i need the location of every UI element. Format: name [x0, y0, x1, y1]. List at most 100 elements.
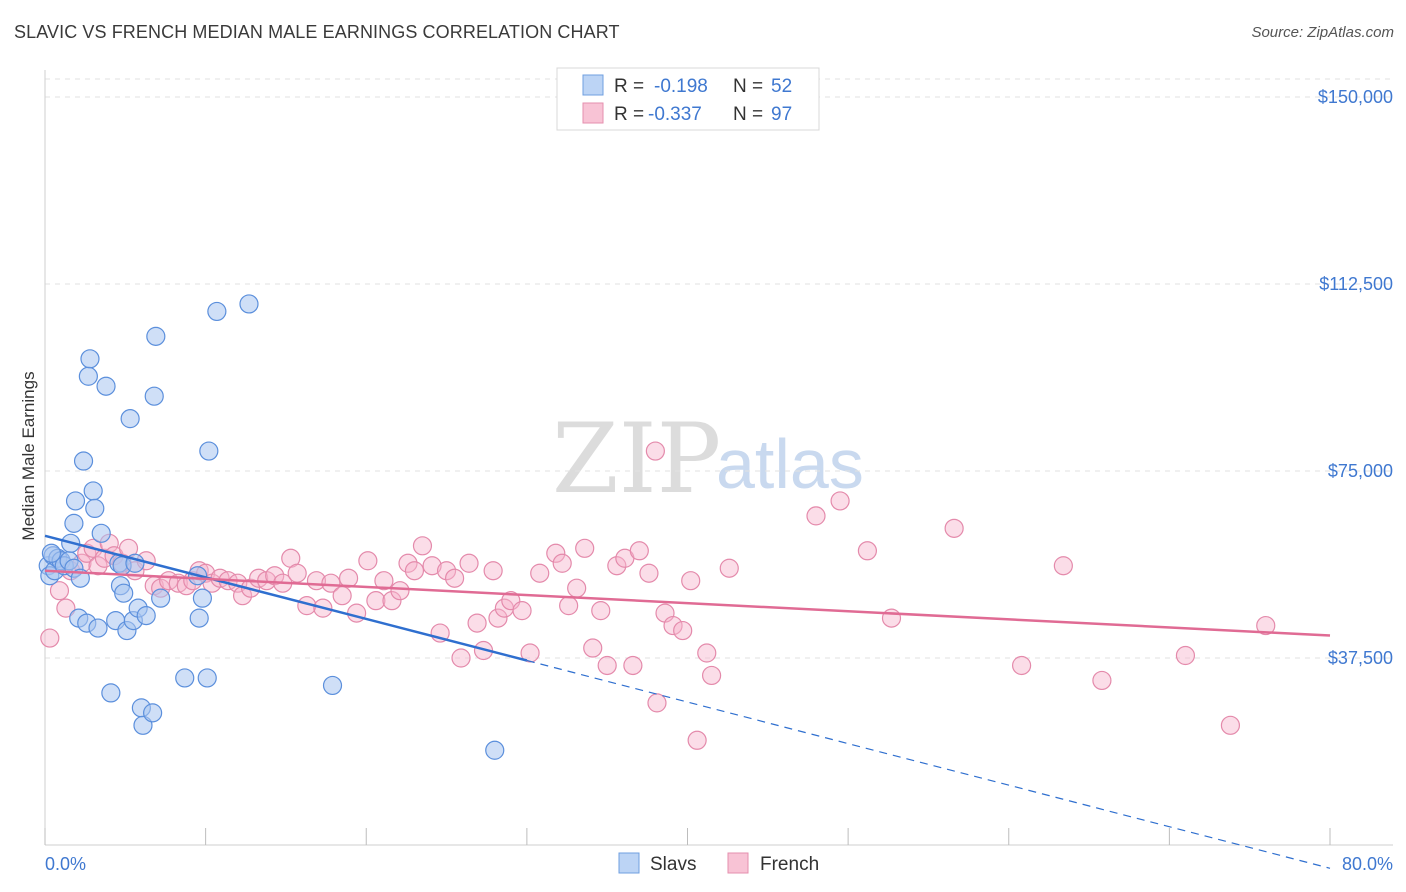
slavs-point: [192, 588, 213, 608]
slavs-point: [197, 668, 217, 688]
bottom-legend-swatch-slavs: [618, 852, 640, 874]
series-slavs: [38, 294, 505, 760]
bottom-legend: Slavs French: [618, 852, 819, 875]
french-point: [390, 581, 410, 601]
slavs-point: [143, 703, 163, 723]
series-french: [40, 441, 1276, 750]
axes: [44, 70, 1393, 846]
french-point: [56, 598, 76, 618]
french-point: [451, 648, 471, 668]
french-point: [332, 586, 352, 606]
legend-r-label-french: R =: [614, 104, 644, 125]
slavs-point: [175, 668, 195, 688]
slavs-point: [199, 441, 219, 461]
french-point: [347, 603, 367, 623]
french-point: [40, 628, 60, 648]
french-point: [583, 638, 603, 658]
slavs-point: [78, 366, 98, 386]
slavs-point: [146, 326, 166, 346]
french-point: [287, 563, 307, 583]
bottom-legend-label-french: French: [760, 854, 819, 875]
french-point: [459, 553, 479, 573]
slavs-point: [114, 583, 134, 603]
y-tick-label: $150,000: [1318, 87, 1393, 107]
y-tick-label: $112,500: [1319, 274, 1393, 294]
french-point: [488, 608, 508, 628]
french-point: [1092, 670, 1112, 691]
french-point: [645, 441, 665, 461]
bottom-legend-swatch-french: [727, 852, 749, 874]
watermark-zip: ZIP: [552, 403, 721, 515]
french-point: [1011, 655, 1032, 676]
legend-box: R = -0.198 N = 52 R = -0.337 N = 97: [556, 67, 820, 131]
legend-n-value-slavs: 52: [771, 76, 792, 97]
french-point: [422, 556, 442, 576]
slavs-point: [151, 588, 171, 608]
slavs-point: [64, 513, 84, 533]
watermark-atlas: atlas: [716, 425, 864, 503]
legend-n-label-french: N =: [733, 104, 763, 125]
x-tick-label-max: 80.0%: [1342, 854, 1393, 874]
french-point: [1256, 615, 1276, 636]
y-tick-label: $37,500: [1328, 648, 1393, 668]
legend-r-value-french: -0.337: [648, 104, 702, 125]
slavs-point: [85, 498, 105, 518]
legend-swatch-slavs: [582, 74, 604, 96]
french-point: [623, 655, 643, 676]
french-point: [701, 665, 722, 686]
y-tick-label: $75,000: [1328, 461, 1393, 481]
slavs-point: [96, 376, 116, 396]
french-point: [1220, 715, 1241, 735]
french-point: [806, 506, 826, 526]
slavs-point: [144, 386, 164, 406]
legend-n-label-slavs: N =: [733, 76, 763, 97]
slavs-point: [91, 523, 111, 543]
chart-title: SLAVIC VS FRENCH MEDIAN MALE EARNINGS CO…: [14, 22, 620, 42]
french-point: [944, 518, 964, 538]
french-point: [483, 561, 503, 581]
french-trend-line: [44, 569, 1331, 637]
french-point: [597, 655, 617, 676]
gridlines: [45, 78, 1393, 659]
legend-r-value-slavs: -0.198: [654, 76, 708, 97]
y-tick-labels: $37,500 $75,000 $112,500 $150,000: [1318, 87, 1393, 668]
french-point: [512, 601, 532, 621]
french-point: [530, 563, 550, 583]
slavs-point: [136, 606, 156, 626]
french-point: [546, 543, 566, 563]
french-point: [681, 571, 701, 591]
slavs-point: [88, 618, 108, 638]
french-point: [436, 561, 457, 581]
slavs-trend-extension: [526, 659, 1331, 869]
slavs-point: [101, 683, 121, 703]
slavs-point: [41, 543, 62, 563]
french-point: [552, 553, 572, 573]
french-point: [673, 620, 693, 641]
french-point: [382, 591, 402, 611]
french-point: [366, 591, 386, 611]
slavs-point: [322, 675, 343, 696]
french-point: [719, 558, 739, 578]
slavs-point: [239, 294, 259, 314]
french-point: [467, 613, 487, 633]
french-point: [663, 615, 683, 636]
y-axis-title: Median Male Earnings: [19, 371, 38, 540]
source-label: Source: ZipAtlas.com: [1251, 24, 1394, 41]
french-point: [639, 563, 659, 583]
slavs-point: [83, 481, 103, 501]
bottom-legend-label-slavs: Slavs: [650, 854, 696, 875]
french-point: [265, 566, 285, 586]
french-point: [607, 556, 627, 576]
french-point: [591, 601, 611, 621]
trend-lines: [44, 534, 1331, 869]
french-point: [412, 536, 433, 556]
x-tick-label-min: 0.0%: [45, 854, 86, 874]
slavs-point: [207, 301, 227, 322]
french-point: [559, 596, 579, 616]
french-point: [575, 538, 595, 558]
french-point: [88, 556, 108, 576]
french-point: [697, 643, 717, 663]
french-point: [567, 578, 587, 598]
french-point: [647, 693, 667, 713]
slavs-point: [485, 740, 505, 760]
